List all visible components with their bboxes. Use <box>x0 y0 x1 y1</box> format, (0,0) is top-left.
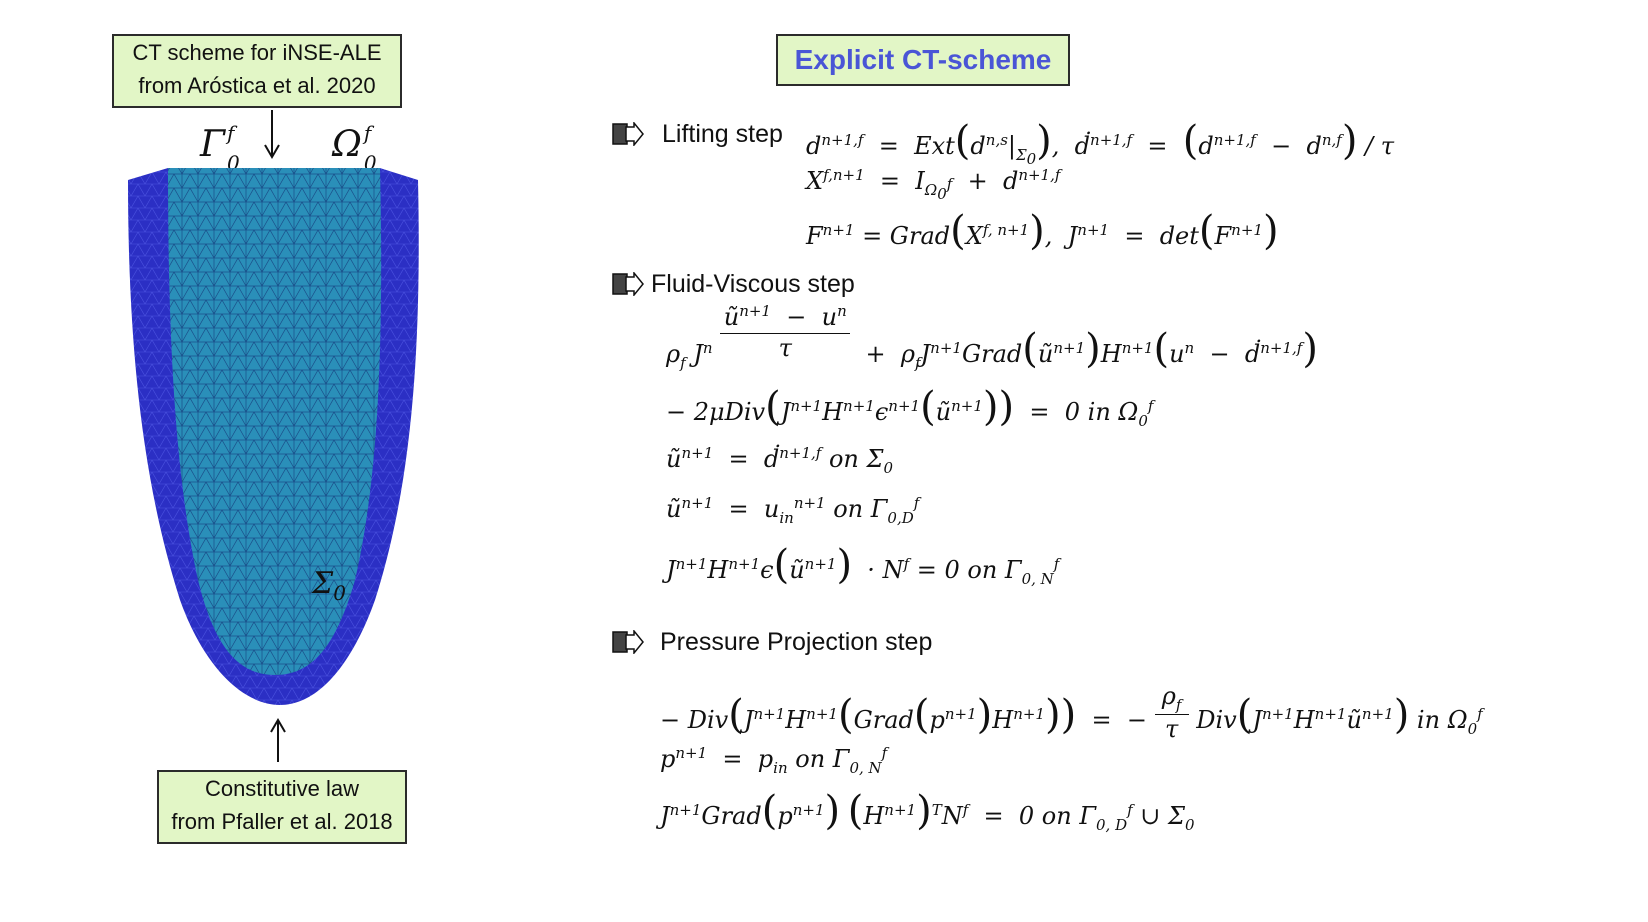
top-reference-box: CT scheme for iNSE-ALE from Aróstica et … <box>112 34 402 108</box>
pressure-eq-2: pn+1 = pin on Γ0, Nf <box>660 744 888 777</box>
bottom-reference-line1: Constitutive law <box>204 776 360 801</box>
lifting-step-label: Lifting step <box>662 120 783 148</box>
pressure-step-label: Pressure Projection step <box>660 628 933 656</box>
lifting-eq-2: Xf,n+1 = IΩ0f + dn+1,f <box>806 166 1061 203</box>
bottom-reference-line2: from Pfaller et al. 2018 <box>171 809 393 834</box>
fluid-eq-1: ρf Jn ũn+1 − un τ + ρfJn+1Grad(ũn+1)Hn+1… <box>666 302 1318 372</box>
up-arrow-icon <box>270 718 286 762</box>
bottom-reference-box: Constitutive law from Pfaller et al. 201… <box>157 770 407 844</box>
fluid-eq-2: − 2μDiv(Jn+1Hn+1ϵn+1(ũn+1)) = 0 in Ω0f <box>666 384 1154 430</box>
inner-cavity <box>168 168 382 675</box>
omega-label: Ω f 0 <box>332 121 377 175</box>
top-reference-line1: CT scheme for iNSE-ALE <box>132 40 382 65</box>
arrow-bullet-icon <box>612 272 644 296</box>
lifting-eq-1: dn+1,f = Ext(dn,s|Σ0), ḋn+1,f = (dn+1,f … <box>806 118 1395 168</box>
sigma-label: Σ0 <box>312 566 346 605</box>
ventricle-mesh <box>128 168 419 705</box>
fluid-step-label: Fluid-Viscous step <box>651 270 855 298</box>
top-reference-line2: from Aróstica et al. 2020 <box>138 73 376 98</box>
down-arrow-icon <box>264 110 280 159</box>
arrow-bullet-icon <box>612 122 644 146</box>
pressure-eq-3: Jn+1Grad(pn+1) (Hn+1)TNf = 0 on Γ0, Df ∪… <box>660 788 1195 834</box>
arrow-bullet-icon <box>612 630 644 654</box>
fluid-eq-5: Jn+1Hn+1ϵ(ũn+1) · Nf = 0 on Γ0, Nf <box>666 542 1060 588</box>
fluid-eq-4: ũn+1 = uinn+1 on Γ0,Df <box>666 494 920 527</box>
scheme-title: Explicit CT-scheme <box>776 34 1070 86</box>
pressure-eq-1: − Div(Jn+1Hn+1(Grad(pn+1)Hn+1)) = − ρf τ… <box>660 682 1483 743</box>
gamma-label: Γ f 0, D <box>200 121 247 199</box>
lifting-eq-3: Fn+1 = Grad(Xf, n+1), Jn+1 = det(Fn+1) <box>806 208 1279 254</box>
fluid-eq-3: ũn+1 = ḋn+1,f on Σ0 <box>666 444 894 477</box>
